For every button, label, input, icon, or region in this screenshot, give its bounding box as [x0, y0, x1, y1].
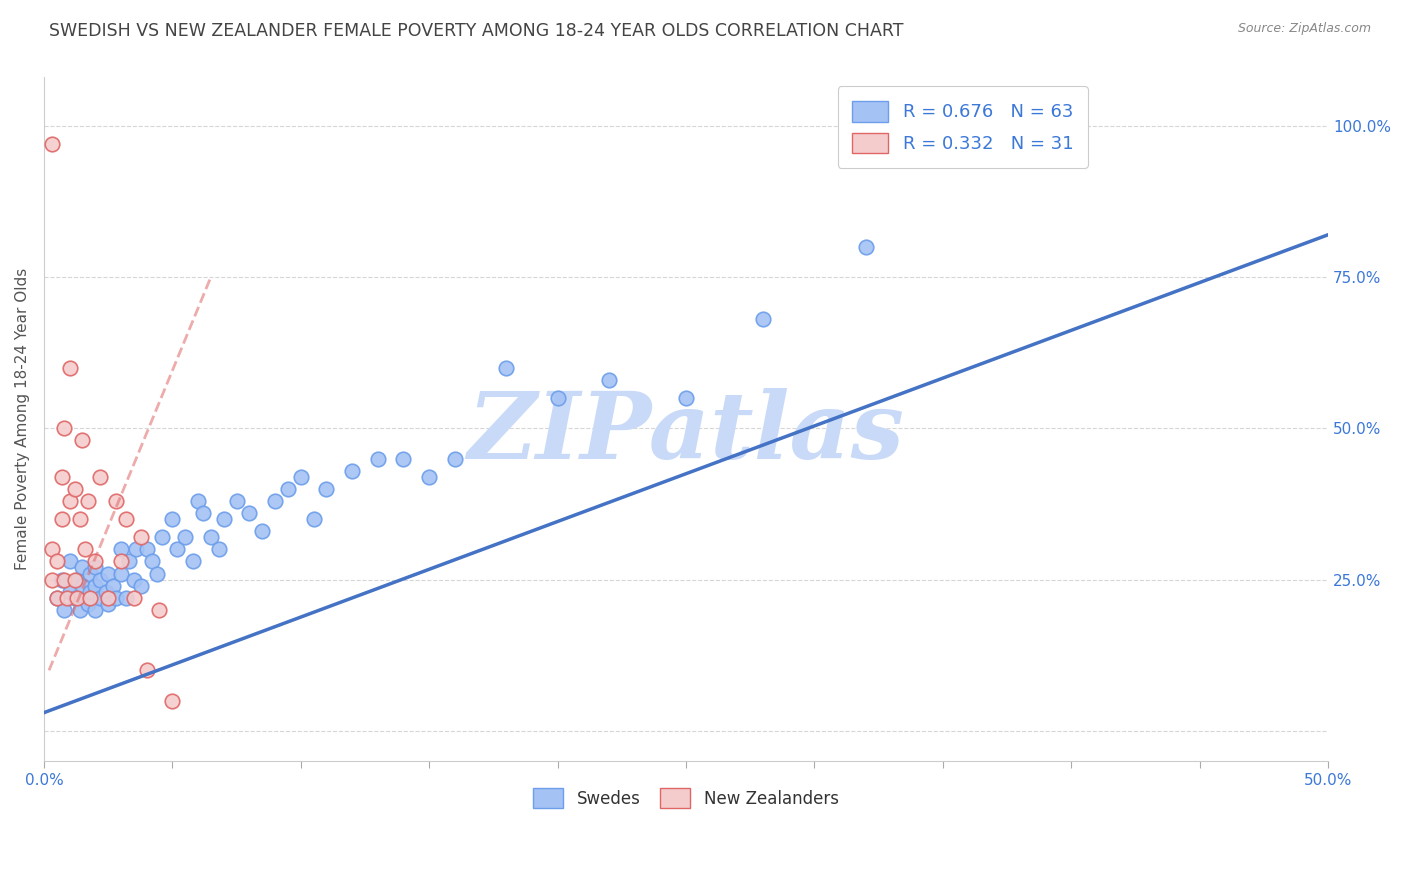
Point: [53, 573, 76, 587]
Point: [76, 597, 98, 611]
Point: [122, 591, 145, 605]
Point: [72, 434, 94, 448]
Point: [51, 512, 73, 526]
Point: [135, 542, 157, 557]
Point: [79, 591, 101, 605]
Point: [150, 530, 173, 544]
Point: [76, 494, 98, 508]
Point: [238, 506, 260, 520]
Point: [69, 512, 91, 526]
Point: [103, 579, 125, 593]
Point: [89, 591, 111, 605]
Point: [110, 566, 132, 581]
Point: [752, 312, 775, 326]
Point: [146, 566, 169, 581]
Point: [135, 663, 157, 677]
Point: [200, 530, 222, 544]
Point: [166, 542, 188, 557]
Point: [89, 573, 111, 587]
Point: [58, 494, 80, 508]
Point: [79, 584, 101, 599]
Point: [79, 566, 101, 581]
Point: [97, 591, 120, 605]
Point: [212, 512, 235, 526]
Point: [63, 482, 86, 496]
Point: [932, 119, 955, 133]
Point: [84, 554, 107, 568]
Point: [315, 482, 337, 496]
Point: [63, 591, 86, 605]
Point: [51, 573, 73, 587]
Point: [51, 469, 73, 483]
Point: [250, 524, 273, 538]
Y-axis label: Female Poverty Among 18-24 Year Olds: Female Poverty Among 18-24 Year Olds: [15, 268, 30, 570]
Point: [63, 573, 86, 587]
Point: [84, 560, 107, 574]
Point: [225, 494, 247, 508]
Text: SWEDISH VS NEW ZEALANDER FEMALE POVERTY AMONG 18-24 YEAR OLDS CORRELATION CHART: SWEDISH VS NEW ZEALANDER FEMALE POVERTY …: [49, 22, 904, 40]
Point: [73, 542, 96, 557]
Point: [53, 421, 76, 435]
Text: ZIPatlas: ZIPatlas: [468, 388, 904, 478]
Point: [495, 360, 517, 375]
Point: [187, 494, 209, 508]
Point: [104, 494, 127, 508]
Point: [302, 512, 325, 526]
Point: [131, 530, 153, 544]
Point: [340, 464, 363, 478]
Point: [148, 603, 170, 617]
Point: [97, 597, 120, 611]
Point: [69, 603, 91, 617]
Point: [56, 591, 79, 605]
Point: [66, 573, 89, 587]
Point: [41, 136, 63, 151]
Point: [162, 693, 184, 707]
Point: [855, 240, 877, 254]
Point: [58, 554, 80, 568]
Point: [264, 494, 287, 508]
Point: [84, 579, 107, 593]
Point: [277, 482, 299, 496]
Point: [162, 512, 184, 526]
Point: [290, 469, 312, 483]
Point: [110, 554, 132, 568]
Point: [125, 542, 148, 557]
Point: [141, 554, 163, 568]
Point: [53, 603, 76, 617]
Point: [367, 451, 389, 466]
Point: [207, 542, 229, 557]
Point: [122, 573, 145, 587]
Point: [110, 542, 132, 557]
Point: [547, 391, 569, 405]
Point: [675, 391, 697, 405]
Point: [89, 469, 111, 483]
Point: [444, 451, 467, 466]
Point: [418, 469, 440, 483]
Point: [58, 360, 80, 375]
Point: [41, 573, 63, 587]
Text: Source: ZipAtlas.com: Source: ZipAtlas.com: [1237, 22, 1371, 36]
Point: [181, 554, 204, 568]
Point: [45, 554, 67, 568]
Point: [97, 566, 120, 581]
Point: [84, 603, 107, 617]
Point: [118, 554, 141, 568]
Point: [115, 591, 138, 605]
Point: [72, 579, 94, 593]
Point: [45, 591, 67, 605]
Point: [115, 512, 138, 526]
Point: [94, 584, 117, 599]
Point: [45, 591, 67, 605]
Point: [66, 591, 89, 605]
Point: [191, 506, 214, 520]
Point: [598, 373, 620, 387]
Point: [58, 584, 80, 599]
Point: [72, 560, 94, 574]
Legend: Swedes, New Zealanders: Swedes, New Zealanders: [527, 781, 845, 814]
Point: [41, 542, 63, 557]
Point: [104, 591, 127, 605]
Point: [174, 530, 197, 544]
Point: [392, 451, 415, 466]
Point: [131, 579, 153, 593]
